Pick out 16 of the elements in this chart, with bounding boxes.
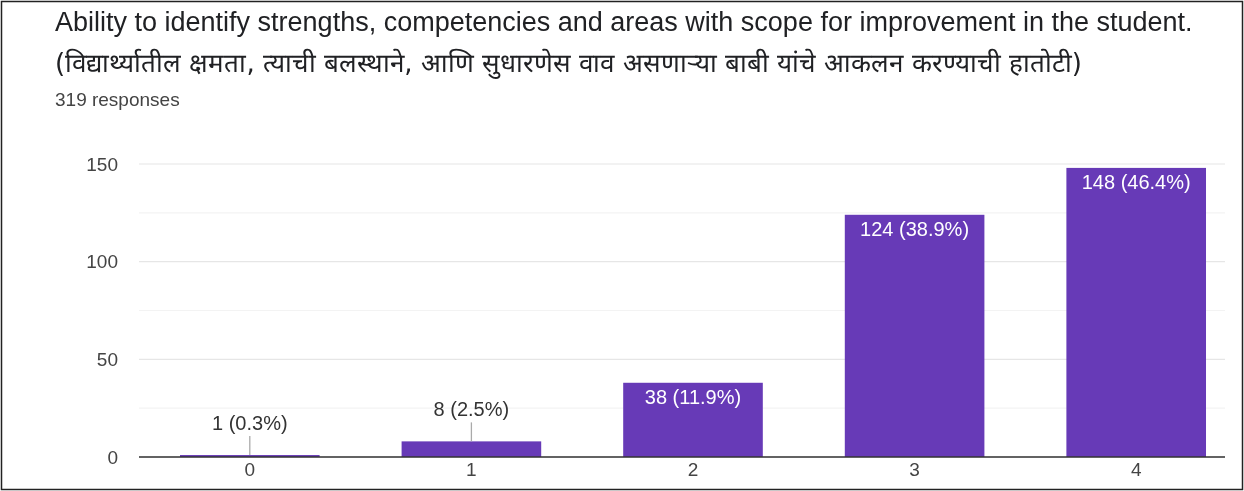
data-label: 8 (2.5%) xyxy=(433,398,510,421)
data-label: 38 (11.9%) xyxy=(644,385,742,408)
y-tick-label: 150 xyxy=(86,153,118,175)
x-tick-label: 1 xyxy=(466,459,477,481)
chart-title: Ability to identify strengths, competencies and areas with scope for improvement in the student. xyxy=(55,7,1193,37)
x-tick-label: 3 xyxy=(909,459,920,481)
y-tick-label: 100 xyxy=(86,251,118,273)
x-tick-label: 2 xyxy=(687,459,699,481)
text: 319 responses xyxy=(55,89,180,110)
data-label: 148 (46.4%) xyxy=(1081,170,1191,193)
data-label: 124 (38.9%) xyxy=(860,217,970,240)
data-label: 1 (0.3%) xyxy=(212,412,288,435)
chart-subtitle: (विद्यार्थ्यातील क्षमता, त्याची बलस्थाने, आणि सुधारणेस वाव असणाऱ्या बाबी यांचे आकलन करण्याची हातोटी) xyxy=(55,48,1082,79)
x-tick-label: 4 xyxy=(1130,459,1142,481)
y-tick-label: 50 xyxy=(96,348,118,370)
x-tick-label: 0 xyxy=(244,459,256,481)
